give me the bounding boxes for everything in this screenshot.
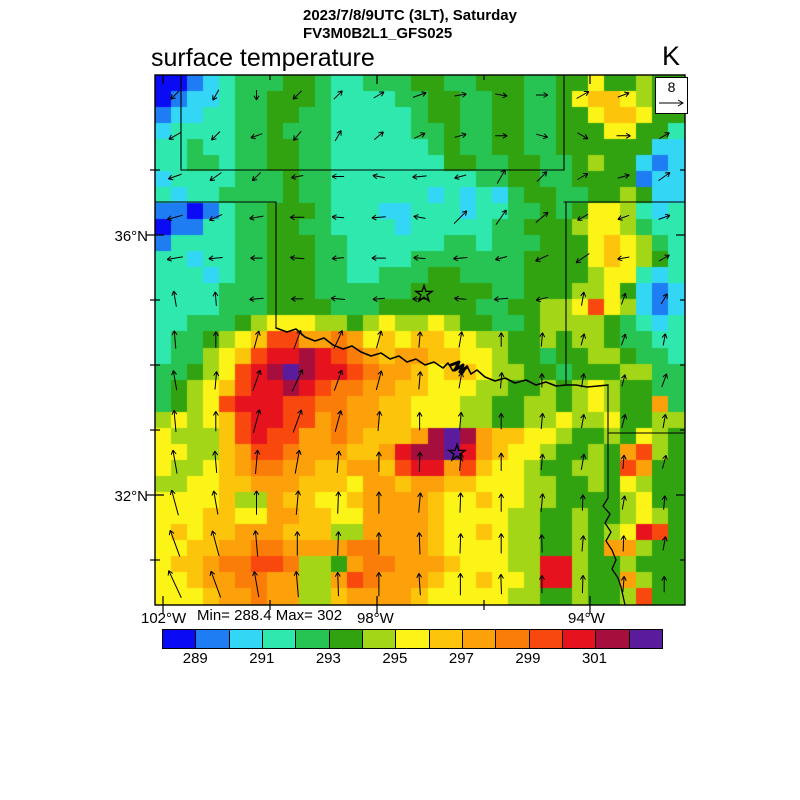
colorbar xyxy=(162,629,663,649)
model-run-title: FV3M0B2L1_GFS025 xyxy=(303,25,453,42)
colorbar-cell xyxy=(428,630,462,648)
wind-reference-arrow-icon xyxy=(659,99,684,107)
colorbar-tick-label: 291 xyxy=(249,650,275,667)
colorbar-cell xyxy=(461,630,496,648)
variable-title: surface temperature xyxy=(151,44,375,72)
colorbar-cell xyxy=(228,630,262,648)
wind-reference-value: 8 xyxy=(667,79,676,95)
x-axis-label-94w: 94°W xyxy=(568,610,605,627)
colorbar-tick-label: 301 xyxy=(581,650,607,667)
x-axis-label-102w: 102°W xyxy=(141,610,187,627)
colorbar-tick-label: 293 xyxy=(315,650,341,667)
colorbar-cell xyxy=(595,630,629,648)
colorbar-tick-label: 289 xyxy=(182,650,208,667)
x-axis-label-98w: 98°W xyxy=(357,610,394,627)
colorbar-labels: 289 291 293 295 297 299 301 xyxy=(0,650,800,668)
colorbar-cell xyxy=(395,630,429,648)
minmax-stats-label: Min= 288.4 Max= 302 xyxy=(197,607,343,624)
colorbar-cell xyxy=(495,630,529,648)
colorbar-cell xyxy=(361,630,396,648)
plot-datetime-title: 2023/7/8/9UTC (3LT), Saturday xyxy=(303,7,517,24)
colorbar-cell xyxy=(295,630,329,648)
map-panel xyxy=(146,74,686,614)
colorbar-tick-label: 299 xyxy=(515,650,541,667)
temperature-heatmap-canvas xyxy=(155,75,685,605)
colorbar-cell xyxy=(163,630,196,648)
colorbar-cell xyxy=(195,630,229,648)
colorbar-tick-label: 295 xyxy=(382,650,408,667)
colorbar-cell xyxy=(528,630,562,648)
colorbar-cell xyxy=(261,630,296,648)
wind-reference-box: 8 xyxy=(655,77,688,114)
colorbar-cell xyxy=(628,630,662,648)
colorbar-cell xyxy=(328,630,362,648)
colorbar-cell xyxy=(561,630,596,648)
colorbar-tick-label: 297 xyxy=(448,650,474,667)
y-axis-label-32n: 32°N xyxy=(114,488,148,505)
unit-label: K xyxy=(662,41,681,71)
y-axis-label-36n: 36°N xyxy=(114,228,148,245)
